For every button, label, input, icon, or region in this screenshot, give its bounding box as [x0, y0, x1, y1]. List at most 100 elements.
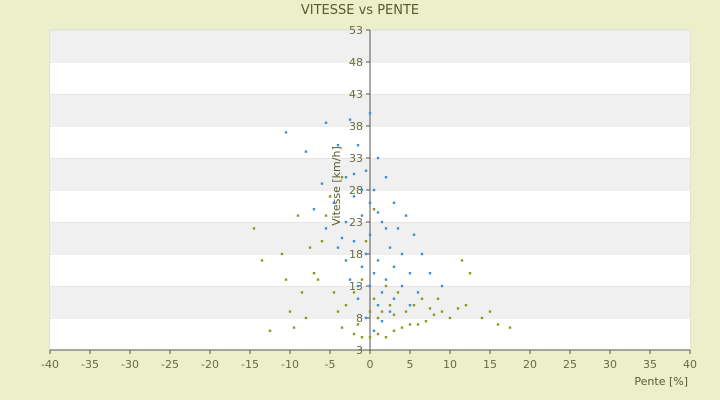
x-tick-label: 30	[603, 358, 617, 371]
data-point-series-1	[440, 310, 444, 313]
data-point-series-1	[288, 310, 292, 313]
data-point-series-2	[344, 259, 348, 262]
data-point-series-1	[404, 310, 408, 313]
data-point-series-1	[420, 297, 424, 300]
data-point-series-2	[420, 252, 424, 256]
plot-area	[49, 29, 691, 351]
data-point-series-1	[352, 332, 356, 336]
data-point-series-2	[376, 304, 380, 307]
data-point-series-2	[372, 188, 376, 192]
x-tick-label: -25	[161, 358, 179, 371]
data-point-series-2	[368, 233, 372, 236]
data-point-series-2	[396, 227, 400, 230]
x-axis-ticks: -40 -35 -30 -25 -20 -15 -10 -5 0 5 10 15 20 25 30 35 40	[41, 350, 697, 371]
data-point-series-2	[320, 182, 324, 185]
x-tick-label: -35	[81, 358, 99, 371]
data-point-series-2	[368, 201, 372, 204]
data-point-series-2	[408, 272, 412, 275]
data-point-series-2	[380, 291, 384, 294]
data-points	[252, 112, 512, 339]
data-point-series-1	[300, 291, 304, 294]
data-point-series-1	[340, 176, 344, 179]
data-point-series-1	[308, 246, 312, 249]
x-tick-label: 5	[407, 358, 414, 371]
x-tick-label: 0	[367, 358, 374, 371]
data-point-series-2	[400, 252, 404, 256]
data-point-series-2	[364, 169, 368, 172]
data-point-series-1	[252, 227, 256, 230]
data-point-series-1	[488, 310, 492, 313]
data-point-series-1	[436, 297, 440, 300]
data-point-series-2	[336, 246, 340, 249]
x-tick-label: -20	[201, 358, 219, 371]
y-tick-label: 33	[349, 152, 363, 165]
data-point-series-1	[392, 313, 396, 316]
data-point-series-1	[316, 278, 320, 281]
data-point-series-2	[352, 240, 356, 243]
data-point-series-2	[376, 156, 380, 160]
data-point-series-2	[336, 144, 340, 147]
data-point-series-1	[468, 272, 472, 275]
data-point-series-2	[428, 272, 432, 275]
data-point-series-2	[376, 259, 380, 262]
data-point-series-2	[344, 176, 348, 179]
data-point-series-2	[360, 214, 364, 217]
data-point-series-1	[508, 326, 512, 329]
data-point-series-2	[408, 304, 412, 307]
x-tick-label: 25	[563, 358, 577, 371]
data-point-series-1	[496, 323, 500, 326]
data-point-series-1	[336, 310, 340, 313]
data-point-series-2	[440, 284, 444, 288]
data-point-series-1	[396, 291, 400, 294]
data-point-series-1	[268, 329, 272, 332]
data-point-series-2	[380, 220, 384, 224]
data-point-series-1	[456, 307, 460, 310]
data-point-series-1	[360, 336, 364, 339]
data-point-series-2	[340, 236, 344, 240]
data-point-series-2	[312, 208, 316, 211]
data-point-series-2	[404, 214, 408, 217]
y-axis-label: Vitesse [km/h]	[330, 146, 343, 226]
data-point-series-2	[348, 278, 352, 281]
data-point-series-1	[448, 316, 452, 320]
data-point-series-2	[368, 112, 372, 115]
y-tick-label: 43	[349, 88, 363, 101]
data-point-series-1	[344, 304, 348, 307]
data-point-series-1	[408, 323, 412, 326]
x-tick-label: -30	[121, 358, 139, 371]
y-tick-label: 28	[349, 184, 363, 197]
data-point-series-1	[368, 310, 372, 313]
y-tick-label: 8	[356, 312, 363, 325]
data-point-series-1	[368, 336, 372, 339]
data-point-series-1	[376, 316, 380, 320]
data-point-series-1	[400, 326, 404, 329]
x-tick-label: 20	[523, 358, 537, 371]
data-point-series-2	[372, 329, 376, 332]
data-point-series-1	[424, 320, 428, 323]
data-point-series-2	[356, 297, 360, 300]
y-tick-label: 18	[349, 248, 363, 261]
data-point-series-1	[320, 240, 324, 243]
data-point-series-1	[372, 208, 376, 211]
x-tick-label: 40	[683, 358, 697, 371]
data-point-series-1	[324, 214, 328, 217]
data-point-series-2	[388, 246, 392, 249]
data-point-series-2	[400, 284, 404, 288]
data-point-series-2	[372, 272, 376, 275]
data-point-series-2	[384, 227, 388, 230]
data-point-series-2	[416, 291, 420, 294]
data-point-series-2	[360, 265, 364, 268]
x-tick-label: 15	[483, 358, 497, 371]
y-tick-label: 53	[349, 24, 363, 37]
data-point-series-1	[384, 336, 388, 339]
data-point-series-1	[384, 284, 388, 288]
data-point-series-2	[384, 278, 388, 281]
data-point-series-2	[344, 220, 348, 224]
data-point-series-2	[376, 211, 380, 214]
data-point-series-1	[380, 310, 384, 313]
data-point-series-2	[368, 284, 372, 288]
data-point-series-1	[284, 278, 288, 281]
data-point-series-1	[392, 329, 396, 332]
